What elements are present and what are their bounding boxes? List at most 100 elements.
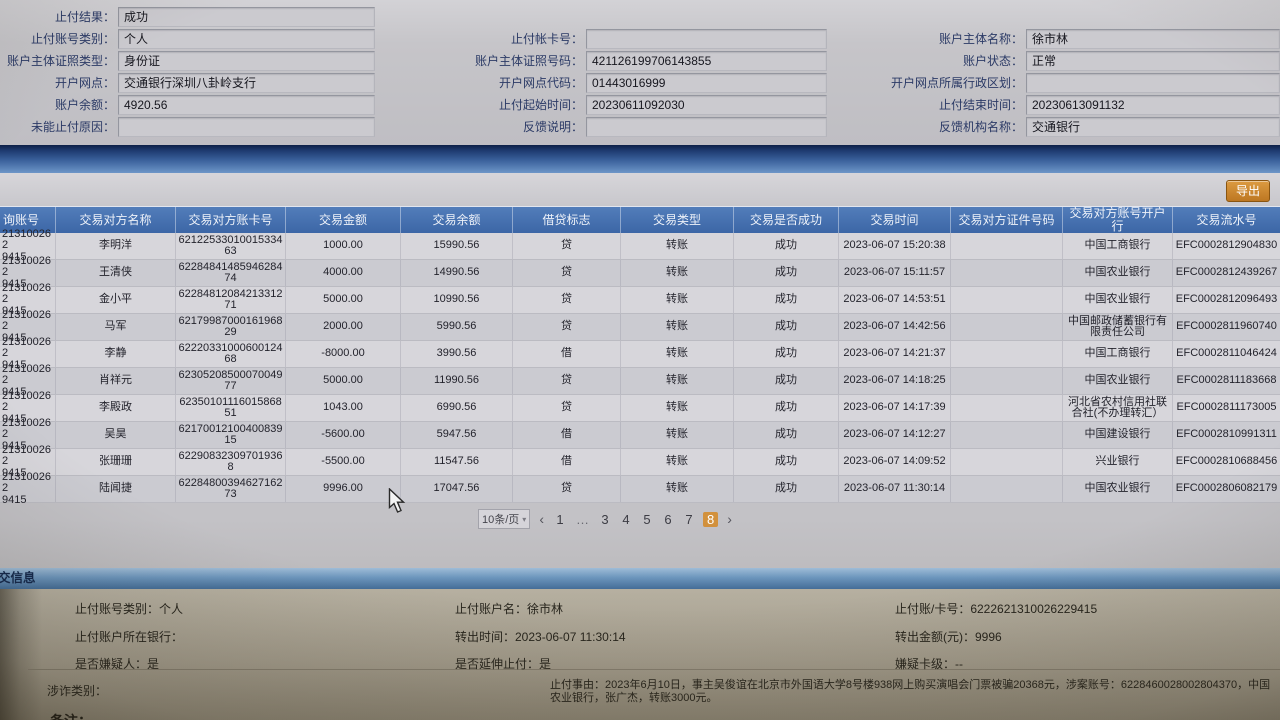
table-cell: 2023-06-07 14:53:51 (838, 287, 950, 313)
form-field-value[interactable] (1026, 73, 1280, 93)
column-header: 交易是否成功 (733, 207, 838, 233)
table-cell: 借 (512, 341, 620, 367)
column-header: 交易对方证件号码 (950, 207, 1062, 233)
form-field-value[interactable] (586, 29, 827, 49)
table-cell: 中国工商银行 (1062, 341, 1172, 367)
table-cell: 622908323097019368 (175, 449, 285, 475)
table-cell: EFC0002812904830 (1172, 233, 1280, 259)
table-cell: 河北省农村信用社联合社(不办理转汇） (1062, 395, 1172, 421)
table-cell: 3990.56 (400, 341, 512, 367)
detail-field: 止付账户所在银行： (75, 630, 184, 644)
table-cell: 6228481208421331271 (175, 287, 285, 313)
table-row[interactable]: 213100262 9415 张珊珊 622908323097019368 -5500… (0, 443, 1280, 479)
page-button[interactable]: 8 (702, 511, 719, 527)
page-button[interactable]: 3 (601, 511, 609, 527)
column-header: 交易对方名称 (55, 207, 175, 233)
form-field-label: 账户主体证照类型： (6, 54, 115, 68)
table-cell (950, 341, 1062, 367)
table-cell: 213100262 9415 (2, 416, 51, 452)
form-field-label: 开户网点： (54, 76, 115, 90)
table-cell: EFC0002810991311 (1172, 422, 1280, 448)
table-cell: 213100262 9415 (2, 254, 51, 290)
table-cell: 15990.56 (400, 233, 512, 259)
form-field-value[interactable]: 成功 (118, 7, 375, 27)
table-cell: 5990.56 (400, 314, 512, 340)
chevron-down-icon: ▾ (522, 514, 527, 524)
form-field-label: 止付帐卡号： (510, 32, 583, 46)
table-cell: 5947.56 (400, 422, 512, 448)
table-row[interactable]: 213100262 9415 王清侠 6228484148594628474 4000… (0, 254, 1280, 290)
page-ellipsis: … (575, 511, 589, 527)
table-cell: 213100262 9415 (2, 443, 51, 479)
table-cell: 成功 (733, 422, 838, 448)
table-cell: 贷 (512, 395, 620, 421)
form-field-value[interactable]: 交通银行深圳八卦岭支行 (118, 73, 375, 93)
detail-field: 止付账/卡号：6222621310026229415 (895, 602, 1098, 616)
form-field-value[interactable]: 身份证 (118, 51, 375, 71)
table-row[interactable]: 213100262 9415 李明洋 6212253301001533463 1000… (0, 228, 1280, 263)
page-button[interactable]: 6 (664, 511, 672, 527)
form-field-value[interactable]: 交通银行 (1026, 117, 1280, 137)
stop-payment-form: 止付结果： 成功 止付账号类别： 个人 止付帐卡号： 账户主体名称： 徐市林 账户主体证照类型… (0, 0, 1280, 145)
panel-divider (28, 669, 1280, 670)
table-row[interactable]: 213100262 9415 金小平 6228481208421331271 5000… (0, 281, 1280, 317)
table-cell: 转账 (620, 395, 733, 421)
table-cell: 2023-06-07 11:30:14 (838, 476, 950, 502)
table-row[interactable]: 213100262 9415 陆闻捷 6228480039462716273 9996… (0, 471, 1280, 506)
form-field-value[interactable]: 个人 (118, 29, 375, 49)
form-field-value[interactable]: 徐市林 (1026, 29, 1280, 49)
table-cell: 陆闻捷 (55, 476, 175, 502)
export-button[interactable]: 导出 (1225, 180, 1270, 202)
table-cell: 兴业银行 (1062, 449, 1172, 475)
form-field-label: 止付结果： (54, 10, 115, 24)
table-row[interactable]: 213100262 9415 李殿政 6235010111601586851 1043… (0, 389, 1280, 425)
table-cell: 成功 (733, 341, 838, 367)
form-field-value[interactable]: 01443016999 (586, 73, 827, 93)
table-row[interactable]: 213100262 9415 马军 6217998700016196829 2000.… (0, 309, 1280, 344)
table-cell: 1000.00 (285, 233, 400, 259)
table-cell: 2023-06-07 14:21:37 (838, 341, 950, 367)
table-row[interactable]: 213100262 9415 吴昊 6217001210040083915 -5600… (0, 416, 1280, 452)
form-field-value[interactable] (586, 117, 827, 137)
table-cell: 6990.56 (400, 395, 512, 421)
table-cell: 中国农业银行 (1062, 476, 1172, 502)
form-field-label: 止付起始时间： (498, 98, 583, 112)
table-cell: 9996.00 (285, 476, 400, 502)
detail-field: 转出金额(元)：9996 (895, 630, 1002, 644)
column-header: 借贷标志 (512, 207, 620, 233)
table-cell: 14990.56 (400, 260, 512, 286)
page-size-select[interactable]: 10条/页 ▾ (478, 509, 531, 529)
table-cell: 213100262 9415 (2, 389, 51, 425)
table-cell: 17047.56 (400, 476, 512, 502)
form-field-value[interactable]: 正常 (1026, 51, 1280, 71)
table-cell: 成功 (733, 395, 838, 421)
page-button[interactable]: 5 (643, 511, 651, 527)
table-cell: 转账 (620, 314, 733, 340)
table-cell: 6212253301001533463 (175, 233, 285, 259)
table-cell: 贷 (512, 287, 620, 313)
table-cell: 6230520850007004977 (175, 368, 285, 394)
form-field-value[interactable]: 4920.56 (118, 95, 375, 115)
table-cell: 5000.00 (285, 368, 400, 394)
page-button[interactable]: 4 (622, 511, 630, 527)
table-cell: 2000.00 (285, 314, 400, 340)
table-cell: 转账 (620, 368, 733, 394)
table-cell (950, 233, 1062, 259)
table-row[interactable]: 213100262 9415 肖祥元 6230520850007004977 5000… (0, 363, 1280, 398)
table-cell: EFC0002812096493 (1172, 287, 1280, 313)
prev-page-button[interactable]: ‹ (539, 511, 544, 527)
form-field-value[interactable]: 20230611092030 (586, 95, 827, 115)
form-field-value[interactable]: 421126199706143855 (586, 51, 827, 71)
form-field-value[interactable] (118, 117, 375, 137)
next-page-button[interactable]: › (727, 511, 732, 527)
table-cell: 转账 (620, 422, 733, 448)
page-button[interactable]: 1 (556, 511, 564, 527)
table-cell: 肖祥元 (55, 368, 175, 394)
page-button[interactable]: 7 (685, 511, 693, 527)
form-field-label: 账户状态： (962, 54, 1023, 68)
page-list: 1 … 3 4 5 6 7 8 (553, 511, 719, 527)
table-row[interactable]: 213100262 9415 李静 6222033100060012468 -8000… (0, 336, 1280, 371)
table-cell: 成功 (733, 260, 838, 286)
table-cell: 213100262 9415 (2, 281, 51, 317)
form-field-value[interactable]: 20230613091132 (1026, 95, 1280, 115)
